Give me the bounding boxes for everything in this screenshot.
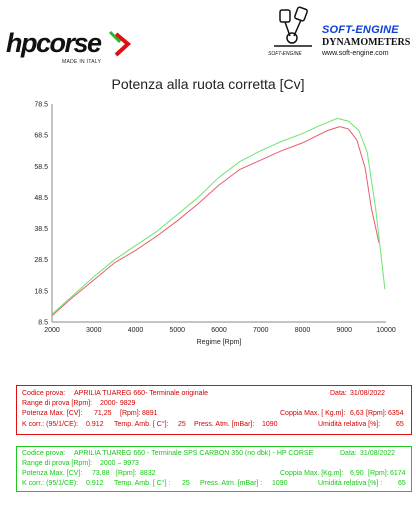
power-max-label: Potenza Max. [CV]: (22, 410, 83, 417)
kcorr-value: 0.912 (86, 421, 104, 428)
y-tick-label: 58.5 (34, 164, 48, 171)
dynamometers-label: DYNAMOMETERS (322, 37, 411, 48)
power-max-value: 71,25 (94, 410, 112, 417)
x-tick-label: 8000 (295, 327, 311, 334)
humidity-label: Umidità relativa [%] : (318, 480, 383, 487)
x-tick-label: 4000 (128, 327, 144, 334)
temp-label: Temp. Amb. [ C°]: (114, 421, 169, 428)
press-label: Press. Atm. [mBar]: (194, 421, 255, 428)
test-info-box-sps-carbon: Codice prova: APRILIA TUAREG 660 - Termi… (16, 446, 412, 492)
x-tick-label: 5000 (169, 327, 185, 334)
test-date-label: Data: (330, 390, 347, 397)
test-code-value: APRILIA TUAREG 660 - Terminale SPS CARBO… (74, 450, 314, 457)
hpcorse-logo-mark (108, 30, 132, 57)
test-range-value: 2000 – 9973 (100, 460, 139, 467)
test-info-box-original: Codice prova: APRILIA TUAREG 660- Termin… (16, 385, 412, 435)
humidity-value: 65 (398, 480, 406, 487)
series-line-sps-carbon (51, 117, 386, 315)
y-tick-label: 28.5 (34, 257, 48, 264)
press-value: 1090 (262, 421, 278, 428)
test-code-value: APRILIA TUAREG 660- Terminale originale (74, 390, 208, 397)
power-max-label: Potenza Max. [CV]: (22, 470, 83, 477)
temp-label: Temp. Amb. [ C°] : (114, 480, 171, 487)
soft-engine-tag: SOFT-ENGINE (268, 51, 302, 57)
chart-title: Potenza alla ruota corretta [Cv] (111, 76, 305, 92)
x-axis-label: Regime [Rpm] (197, 339, 242, 346)
hpcorse-brand: hpcorse (6, 28, 102, 58)
power-rpm-label: [Rpm]: (120, 410, 141, 417)
humidity-label: Umidità relativa [%]: (318, 421, 381, 428)
x-tick-label: 9000 (336, 327, 352, 334)
x-tick-label: 2000 (44, 327, 60, 334)
x-tick-label: 7000 (253, 327, 269, 334)
kcorr-value: 0.912 (86, 480, 104, 487)
test-date-label: Data: (340, 450, 357, 457)
logo-red-stroke (114, 32, 132, 57)
torque-rpm-label: [Rpm]: (366, 410, 387, 417)
made-in-italy-label: MADE IN ITALY (62, 59, 102, 65)
press-label: Press. Atm. [mBar] : (200, 480, 263, 487)
y-tick-label: 78.5 (34, 102, 48, 109)
torque-max-label: Coppia Max. [Kg.m]: (280, 470, 344, 477)
y-tick-label: 18.5 (34, 288, 48, 295)
test-code-label: Codice prova: (22, 450, 66, 457)
x-tick-label: 6000 (211, 327, 227, 334)
torque-rpm-value: 6354 (388, 410, 404, 417)
test-date-value: 31/08/2022 (360, 450, 396, 457)
kcorr-label: K corr.: (95/1/CE): (22, 421, 79, 428)
y-tick-label: 48.5 (34, 195, 48, 202)
test-range-value: 2000- 9829 (100, 400, 136, 407)
test-range-label: Range di prova [Rpm]: (22, 460, 93, 467)
power-chart: 78.5 68.5 58.5 48.5 38.5 28.5 18.5 8.5 2000 3000… (34, 102, 396, 347)
kcorr-label: K corr.: (95/1/CE): (22, 480, 79, 487)
x-tick-label: 10000 (376, 327, 396, 334)
power-rpm-value: 8891 (142, 410, 158, 417)
y-tick-label: 38.5 (34, 226, 48, 233)
series-line-original (51, 126, 380, 317)
humidity-value: 65 (396, 421, 404, 428)
y-tick-label: 8.5 (38, 320, 48, 327)
y-tick-label: 68.5 (34, 133, 48, 140)
temp-value: 25 (178, 421, 186, 428)
torque-max-label: Coppia Max. [ Kg.m]: (280, 410, 346, 417)
power-rpm-label: [Rpm]: (116, 470, 137, 477)
torque-max-value: 6,63 (350, 410, 364, 417)
soft-engine-url: www.soft-engine.com (322, 50, 389, 57)
test-code-label: Codice prova: (22, 390, 66, 397)
torque-max-value: 6,90 (350, 470, 364, 477)
test-range-label: Range di prova [Rpm]: (22, 400, 93, 407)
torque-rpm-value: 6174 (390, 470, 406, 477)
torque-rpm-label: [Rpm]: (368, 470, 389, 477)
hpcorse-logo: hpcorse MADE IN ITALY (6, 28, 136, 70)
soft-engine-logo: SOFT-ENGINE DYNAMOMETERS www.soft-engine… (258, 2, 416, 62)
x-tick-label: 3000 (86, 327, 102, 334)
logo-green-stroke (108, 30, 122, 44)
power-rpm-value: 8832 (140, 470, 156, 477)
temp-value: 25 (182, 480, 190, 487)
test-date-value: 31/08/2022 (350, 390, 386, 397)
engine-pistons-icon (274, 6, 312, 47)
soft-engine-brand: SOFT-ENGINE (322, 24, 399, 36)
power-max-value: 73,88 (92, 470, 110, 477)
press-value: 1090 (272, 480, 288, 487)
